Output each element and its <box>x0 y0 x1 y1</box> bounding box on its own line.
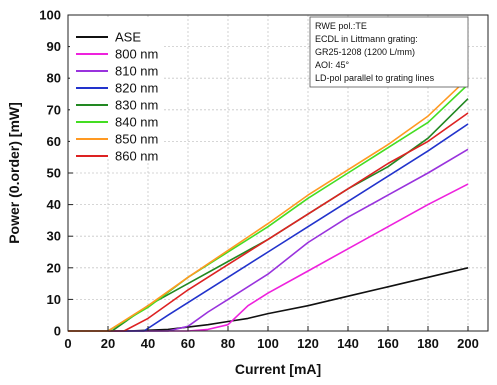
annotation-frame <box>309 16 469 88</box>
annotation-line: RWE pol.:TE <box>315 21 367 31</box>
series-lines <box>68 77 469 332</box>
y-tick-label: 0 <box>54 324 61 339</box>
y-axis-label: Power (0.order) [mW] <box>6 102 22 244</box>
x-tick-label: 40 <box>141 336 155 351</box>
y-tick-label: 60 <box>47 134 61 149</box>
x-tick-label: 120 <box>297 336 319 351</box>
x-tick-label: 20 <box>101 336 115 351</box>
annotation-line: GR25-1208 (1200 L/mm) <box>315 47 415 57</box>
x-axis-label: Current [mA] <box>235 361 321 377</box>
y-tick-label: 50 <box>47 166 61 181</box>
series-line-850-nm <box>68 77 469 332</box>
x-tick-label: 160 <box>377 336 399 351</box>
x-tick-label: 80 <box>221 336 235 351</box>
legend: ASE 800 nm 810 nm 820 nm 830 nm 840 nm 850 nm 8… <box>70 17 162 164</box>
y-tick-label: 20 <box>47 260 61 275</box>
x-tick-label: 180 <box>417 336 439 351</box>
legend-label: 820 nm <box>115 81 158 96</box>
series-line-820-nm <box>68 123 469 332</box>
series-line-800-nm <box>68 183 469 332</box>
y-tick-label: 90 <box>47 39 61 54</box>
legend-label: 830 nm <box>115 98 158 113</box>
x-tick-label: 100 <box>257 336 279 351</box>
legend-label: 800 nm <box>115 47 158 62</box>
annotation-box: RWE pol.:TE ECDL in Littmann grating: GR… <box>309 16 469 88</box>
annotation-line: LD-pol parallel to grating lines <box>315 73 435 83</box>
x-tick-label: 140 <box>337 336 359 351</box>
y-tick-label: 30 <box>47 229 61 244</box>
x-tick-label: 0 <box>64 336 71 351</box>
legend-label: 840 nm <box>115 115 158 130</box>
legend-items: ASE 800 nm 810 nm 820 nm 830 nm 840 nm 850 nm 8… <box>76 30 158 164</box>
series-line-810-nm <box>68 148 469 332</box>
legend-label: ASE <box>115 30 141 45</box>
annotation-line: AOI: 45° <box>315 60 350 70</box>
y-tick-label: 100 <box>39 8 61 23</box>
axis-ticks: 0 20 40 60 80 100 120 140 160 180 200 0 10 20 30 40 50 60… <box>39 8 479 352</box>
x-tick-label: 60 <box>181 336 195 351</box>
legend-label: 850 nm <box>115 132 158 147</box>
legend-label: 810 nm <box>115 64 158 79</box>
series-line-840-nm <box>68 83 469 332</box>
y-tick-label: 40 <box>47 197 61 212</box>
series-line-860-nm <box>68 112 469 332</box>
y-tick-label: 10 <box>47 292 61 307</box>
y-tick-label: 80 <box>47 71 61 86</box>
annotation-line: ECDL in Littmann grating: <box>315 34 418 44</box>
x-tick-label: 200 <box>457 336 479 351</box>
y-tick-label: 70 <box>47 102 61 117</box>
legend-label: 860 nm <box>115 149 158 164</box>
series-line-ase <box>68 267 469 332</box>
